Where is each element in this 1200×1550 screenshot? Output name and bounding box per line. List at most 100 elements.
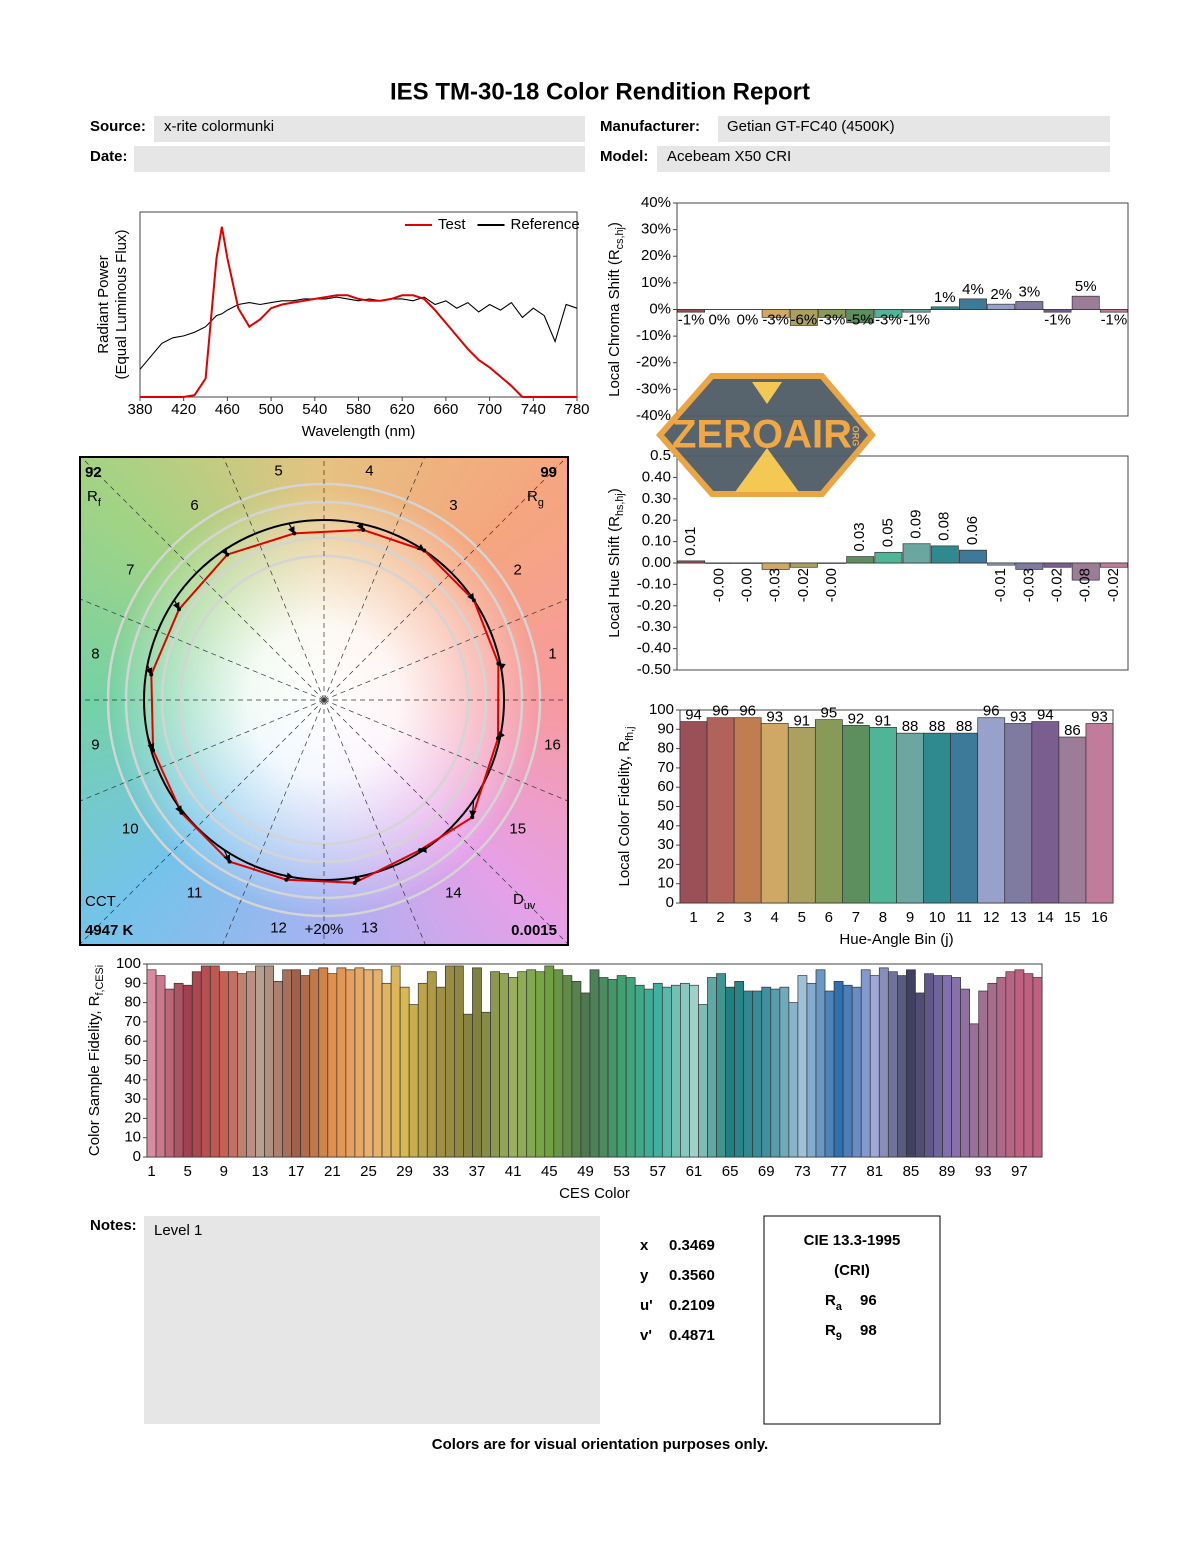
x-tick-label: 17 <box>288 1163 305 1180</box>
bar <box>643 988 654 1158</box>
bar <box>1043 309 1072 313</box>
y-tick-label: 0.5 <box>650 447 671 464</box>
bar <box>1071 295 1100 310</box>
y-tick-label: 0.00 <box>642 554 671 571</box>
bar <box>1031 721 1060 904</box>
test-point <box>496 736 501 741</box>
fidelity-index-label: Rf <box>87 488 102 509</box>
bar <box>707 977 717 1158</box>
spectrum-line <box>139 296 578 370</box>
cct-label: CCT <box>85 893 116 910</box>
value-label: 2% <box>990 286 1012 303</box>
y-tick-label: 100 <box>649 701 674 718</box>
bar <box>902 309 931 313</box>
field-value: x-rite colormunki <box>164 118 274 135</box>
y-tick-label: 20% <box>641 247 671 264</box>
x-tick-label: 73 <box>794 1163 811 1180</box>
bar <box>977 717 1006 904</box>
bar <box>969 1023 980 1158</box>
field-label: Model: <box>600 148 648 165</box>
test-point <box>284 877 289 882</box>
bar <box>677 560 706 564</box>
gamut-index: 99 <box>540 464 557 481</box>
bin-edge <box>222 699 325 945</box>
y-tick-label: 0.20 <box>642 511 671 528</box>
gamut-index-label: Rg <box>527 488 544 509</box>
y-tick-label: 30 <box>657 836 674 853</box>
y-tick-label: -0.20 <box>637 597 671 614</box>
bar <box>679 721 708 904</box>
value-label: -1% <box>903 311 930 328</box>
cri-value: 96 <box>860 1292 877 1309</box>
x-tick-label: 8 <box>879 909 887 926</box>
y-tick-label: -0.50 <box>637 661 671 678</box>
x-tick-label: 9 <box>906 909 914 926</box>
logo-subtext: ORG <box>851 426 861 447</box>
test-point <box>177 607 182 612</box>
bar <box>291 969 302 1158</box>
value-label: 0.03 <box>851 522 868 551</box>
bin-label: 7 <box>126 562 134 579</box>
bin-edge <box>323 699 568 802</box>
bar <box>191 971 202 1158</box>
bar <box>282 969 292 1158</box>
gamut-index-label-part: R <box>527 488 538 505</box>
y-tick-label: -30% <box>636 380 671 397</box>
bar <box>553 969 564 1158</box>
bar <box>930 306 959 310</box>
bar <box>906 969 916 1158</box>
bin-label: 13 <box>361 919 378 936</box>
y-tick-label: 30% <box>641 221 671 238</box>
value-label: 88 <box>929 718 946 735</box>
value-label: -0.02 <box>1105 568 1122 602</box>
bar <box>354 967 365 1158</box>
bar <box>1014 969 1025 1158</box>
spectrum-line <box>140 226 577 398</box>
bar <box>444 965 455 1158</box>
bar <box>987 562 1016 566</box>
bar <box>454 965 464 1158</box>
bar <box>490 971 500 1158</box>
x-tick-label: 89 <box>939 1163 956 1180</box>
y-tick-label: 70 <box>124 1013 141 1030</box>
value-label: -0.00 <box>710 568 727 602</box>
y-tick-label: 70 <box>657 759 674 776</box>
bar <box>318 967 329 1158</box>
bar <box>818 309 846 318</box>
value-label: -0.02 <box>795 568 812 602</box>
shift-arrow <box>146 734 155 752</box>
bar <box>842 725 870 904</box>
chromaticity-value: 0.3560 <box>669 1267 715 1284</box>
bar <box>1015 562 1044 570</box>
bar <box>987 982 998 1158</box>
bar <box>634 984 645 1158</box>
logo-text: ZEROAIR <box>672 413 852 457</box>
value-label: 95 <box>821 705 838 722</box>
bin-edge <box>323 699 568 945</box>
x-tick-label: 6 <box>825 909 833 926</box>
y-tick-label: -10% <box>636 327 671 344</box>
bar <box>246 971 256 1158</box>
bar <box>978 990 989 1158</box>
test-point <box>179 810 184 815</box>
bar <box>1085 723 1114 904</box>
bar <box>237 973 247 1158</box>
bar <box>652 982 663 1158</box>
bin-edge <box>323 699 426 945</box>
x-tick-label: 53 <box>613 1163 630 1180</box>
bar <box>345 969 356 1158</box>
cct-value: 4947 K <box>85 922 134 939</box>
bar <box>743 990 754 1158</box>
y-tick-label: 0 <box>133 1148 141 1165</box>
x-tick-label: 540 <box>302 401 327 418</box>
bar <box>789 562 818 568</box>
field-box <box>657 146 1110 172</box>
x-tick-label: 37 <box>469 1163 486 1180</box>
bin-edge <box>80 699 325 802</box>
bar <box>689 984 699 1158</box>
x-tick-label: 13 <box>252 1163 269 1180</box>
y-tick-label: -40% <box>636 407 671 424</box>
value-label: -3% <box>875 311 902 328</box>
field-label: Date: <box>90 148 128 165</box>
bar <box>499 973 509 1158</box>
